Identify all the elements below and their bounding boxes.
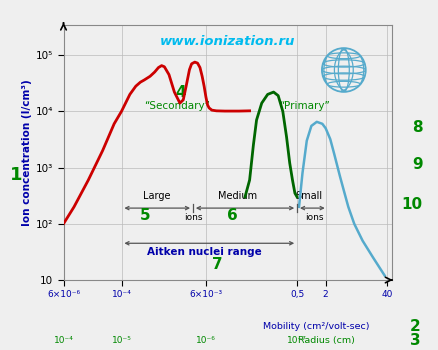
Y-axis label: Ion concentration (I/cm³): Ion concentration (I/cm³) [21, 79, 32, 226]
Text: Mobility (cm²/volt-sec): Mobility (cm²/volt-sec) [263, 322, 369, 331]
Text: Medium: Medium [218, 191, 257, 201]
Text: www.ionization.ru: www.ionization.ru [160, 35, 296, 48]
Text: Radius (cm): Radius (cm) [298, 336, 355, 345]
Text: 3: 3 [410, 333, 420, 348]
Text: Large: Large [144, 191, 171, 201]
Text: 10⁻⁴: 10⁻⁴ [53, 336, 74, 345]
Text: 10⁻⁵: 10⁻⁵ [112, 336, 131, 345]
Text: 10⁻⁷: 10⁻⁷ [287, 336, 307, 345]
Text: 10⁻⁶: 10⁻⁶ [196, 336, 216, 345]
Text: 9: 9 [412, 157, 423, 172]
Text: 1: 1 [10, 166, 22, 184]
Text: 8: 8 [412, 120, 423, 135]
Text: Aitken nuclei range: Aitken nuclei range [147, 247, 262, 257]
Text: “Secondary”: “Secondary” [144, 101, 210, 111]
Text: 5: 5 [140, 208, 150, 223]
Text: 4: 4 [175, 85, 185, 100]
Text: 10: 10 [402, 197, 423, 212]
Text: “Primary”: “Primary” [279, 101, 330, 111]
Text: 6: 6 [227, 208, 238, 223]
Text: 2: 2 [410, 319, 420, 334]
Text: ions: ions [305, 213, 324, 222]
Text: ions: ions [184, 213, 202, 222]
Text: 7: 7 [212, 257, 223, 272]
Text: Small: Small [296, 191, 322, 201]
